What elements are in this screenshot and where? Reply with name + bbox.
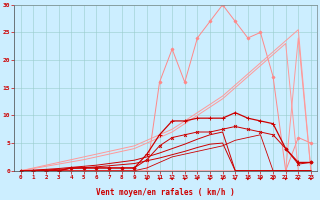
X-axis label: Vent moyen/en rafales ( km/h ): Vent moyen/en rafales ( km/h ) xyxy=(96,188,235,197)
